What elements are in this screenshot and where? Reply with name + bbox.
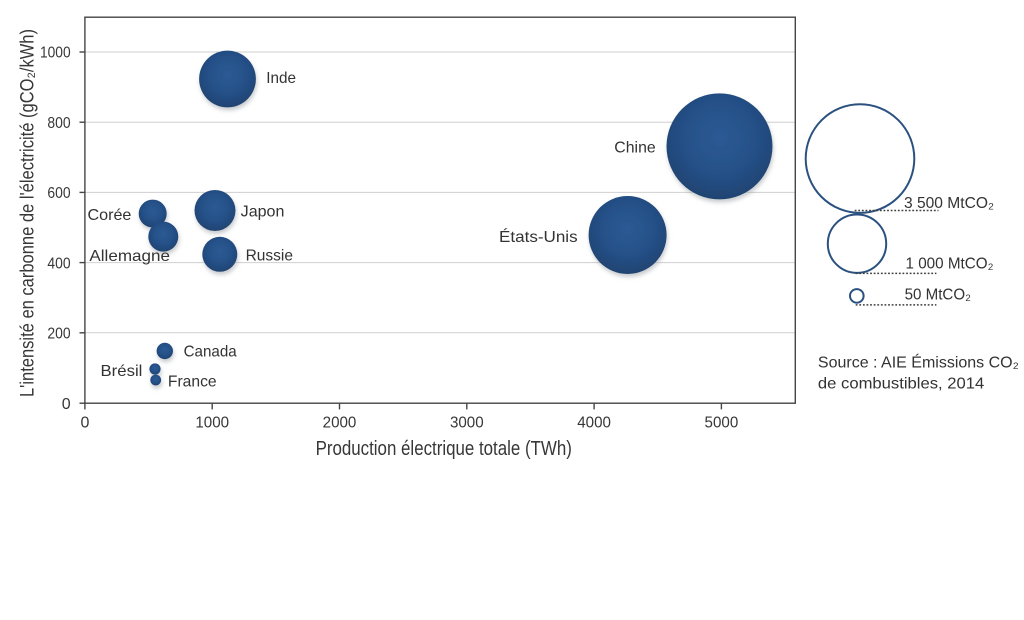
svg-text:3000: 3000 — [450, 415, 484, 432]
svg-text:Allemagne: Allemagne — [89, 248, 170, 265]
svg-text:États-Unis: États-Unis — [499, 227, 578, 246]
svg-text:0: 0 — [80, 415, 89, 432]
svg-text:Inde: Inde — [266, 70, 296, 87]
svg-text:Chine: Chine — [614, 140, 655, 157]
svg-text:5000: 5000 — [705, 415, 739, 432]
svg-text:200: 200 — [47, 326, 70, 343]
svg-text:50 MtCO₂: 50 MtCO₂ — [905, 286, 971, 303]
svg-text:600: 600 — [47, 185, 70, 202]
svg-text:Russie: Russie — [246, 248, 293, 265]
svg-text:Corée: Corée — [88, 207, 132, 224]
svg-text:0: 0 — [62, 396, 71, 413]
svg-text:de combustibles, 2014: de combustibles, 2014 — [818, 376, 984, 393]
svg-text:1000: 1000 — [40, 45, 71, 62]
svg-text:France: France — [168, 373, 217, 390]
svg-text:Japon: Japon — [241, 204, 285, 221]
svg-text:4000: 4000 — [577, 415, 611, 432]
svg-text:Canada: Canada — [184, 343, 237, 360]
svg-text:400: 400 — [47, 255, 70, 272]
svg-text:800: 800 — [47, 115, 70, 132]
svg-text:L'intensité en carbonne de l'é: L'intensité en carbonne de l'électricité… — [18, 29, 39, 397]
svg-text:1000: 1000 — [195, 415, 229, 432]
svg-text:Production électrique totale (: Production électrique totale (TWh) — [316, 438, 572, 460]
svg-text:Brésil: Brésil — [101, 363, 143, 380]
svg-text:Source : AIE Émissions CO₂: Source : AIE Émissions CO₂ — [818, 353, 1019, 372]
svg-text:3 500 MtCO₂: 3 500 MtCO₂ — [904, 195, 994, 212]
svg-text:1 000 MtCO₂: 1 000 MtCO₂ — [906, 256, 994, 273]
svg-text:2000: 2000 — [323, 415, 357, 432]
